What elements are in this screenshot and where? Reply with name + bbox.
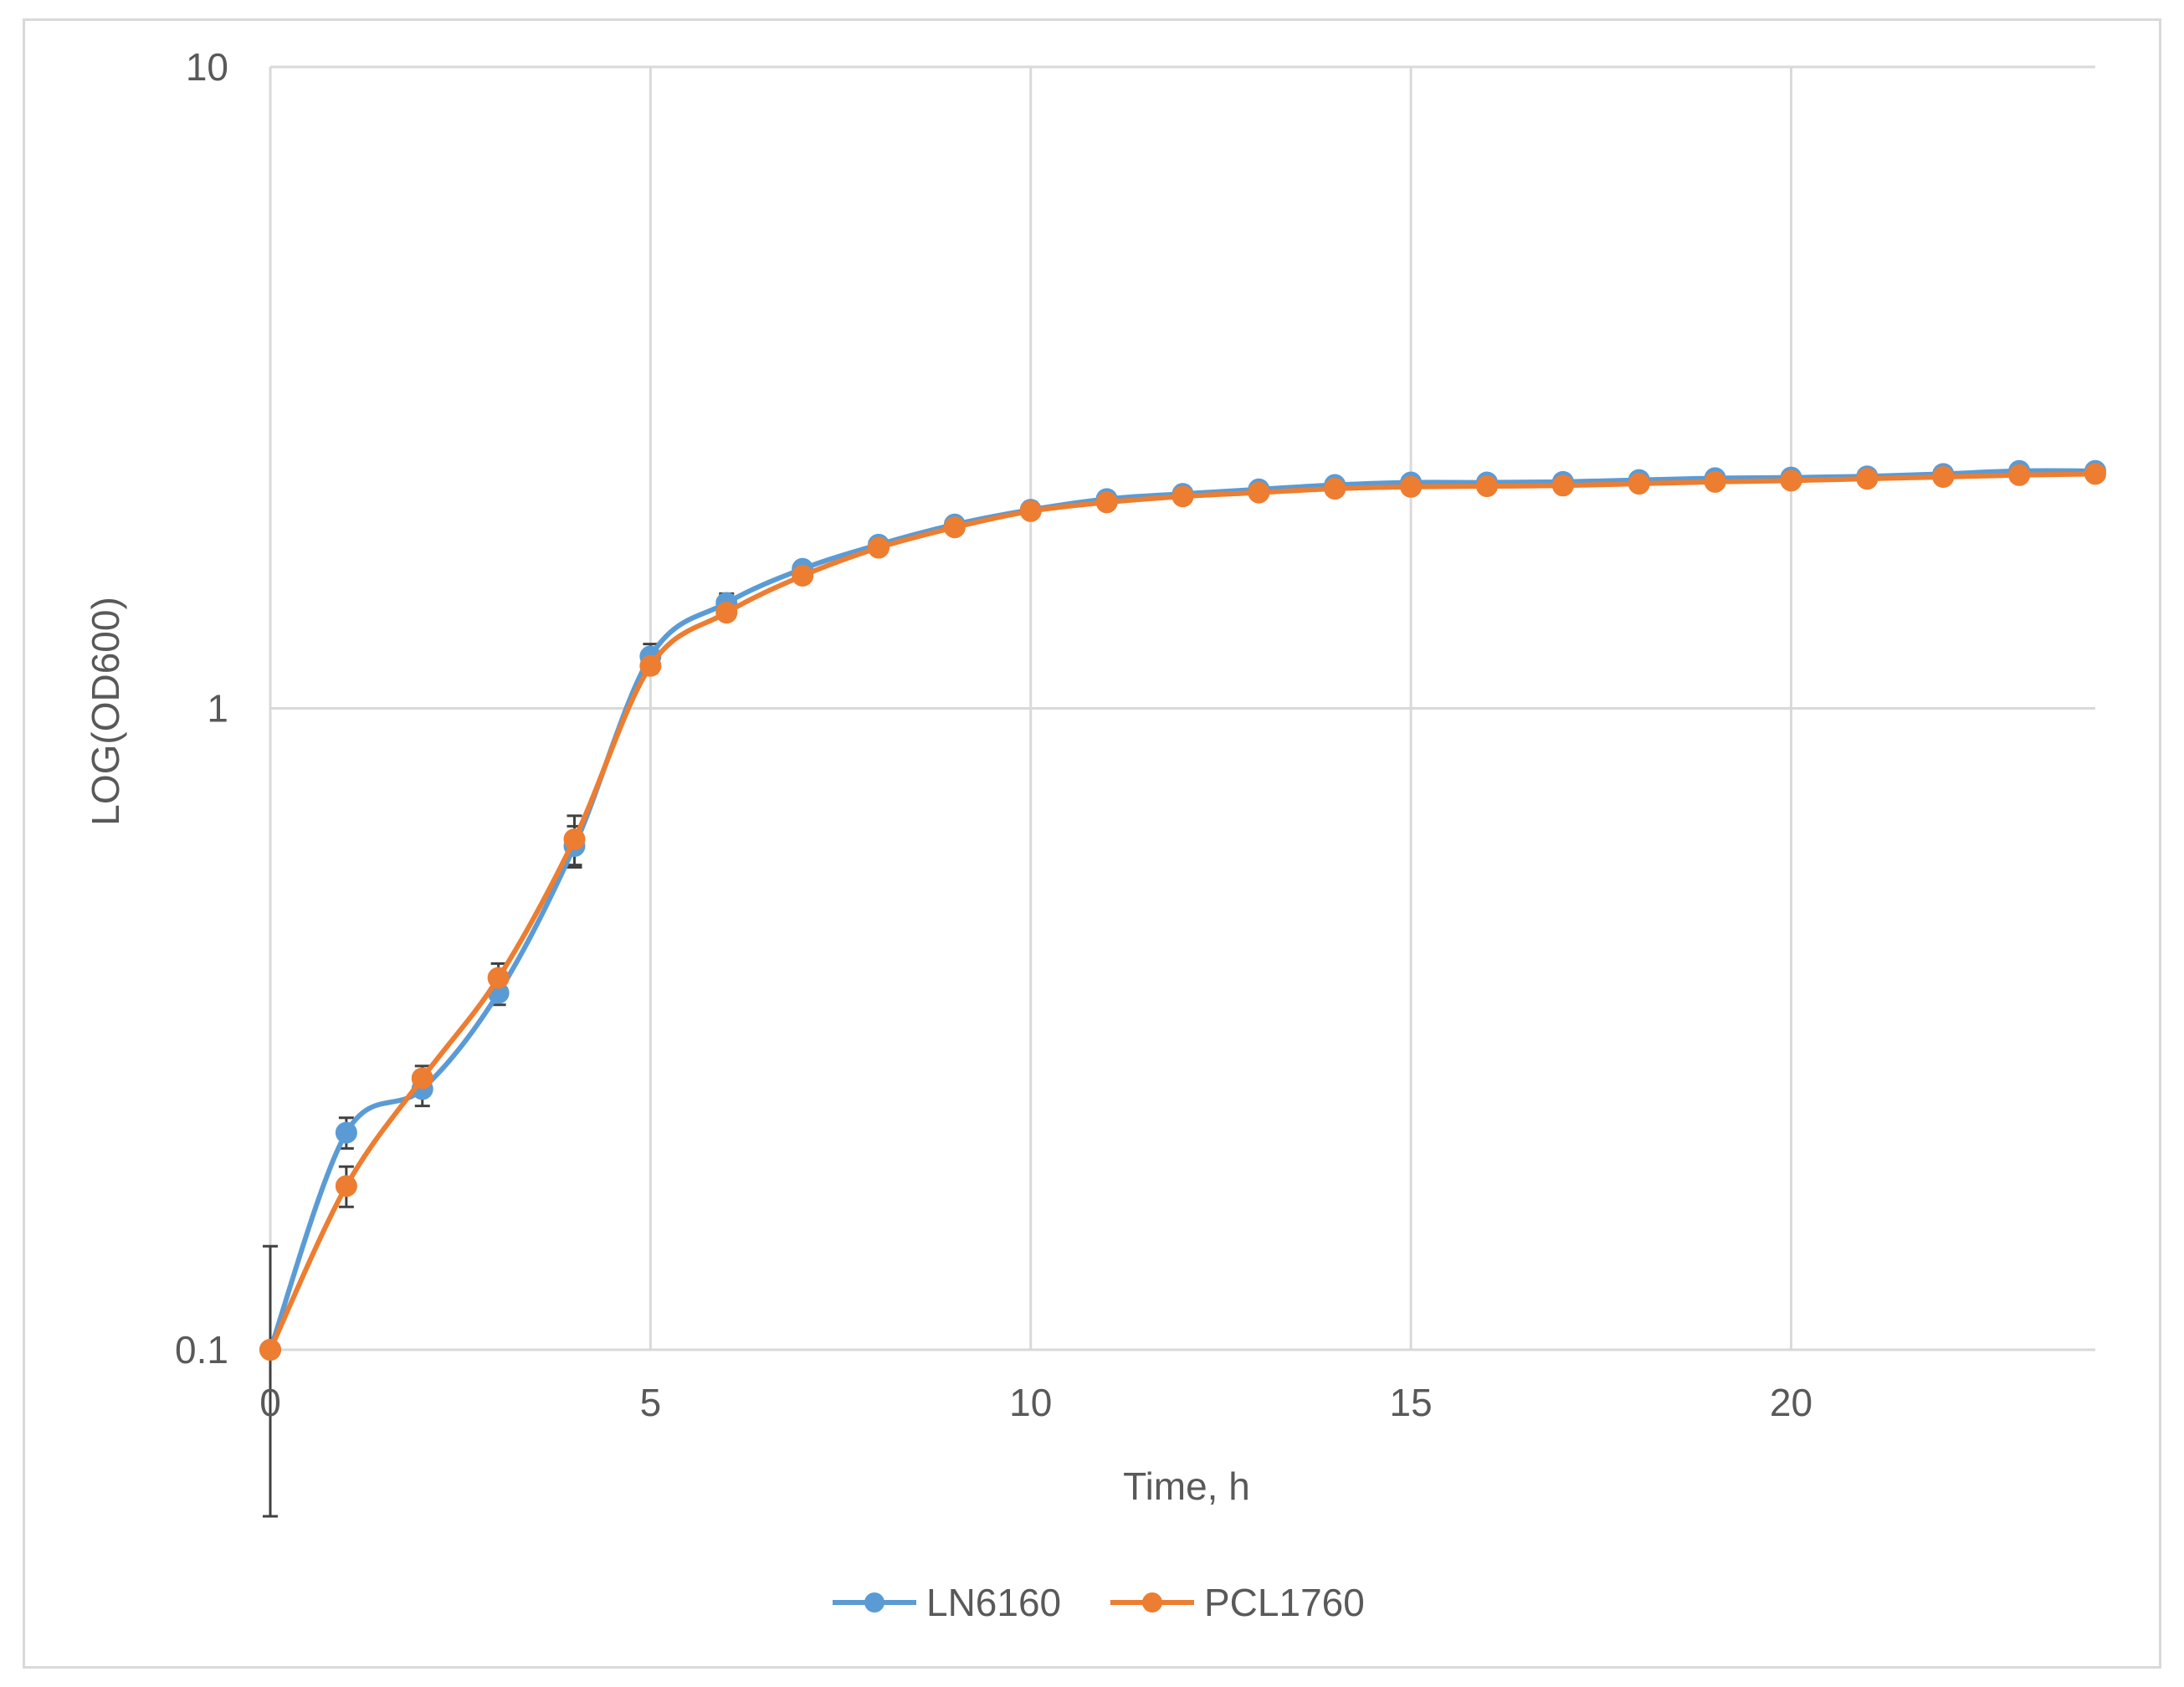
data-point-PCL1760 [1628,473,1650,495]
data-point-PCL1760 [259,1339,281,1361]
error-bars-LN6160 [338,467,2103,1150]
x-tick-label: 5 [640,1381,662,1424]
data-point-PCL1760 [639,654,662,677]
data-point-PCL1760 [1856,468,1879,490]
legend-marker-PCL1760 [1142,1592,1162,1613]
x-tick-label: 0 [259,1381,281,1424]
data-point-PCL1760 [563,828,586,850]
y-axis-title: LOG(OD600) [84,597,127,826]
series-layer [259,459,2106,1518]
data-point-PCL1760 [1704,470,1726,493]
chart-svg: Time, h LOG(OD600) 0.1 1 10 0 5 10 15 20 LN6160… [84,45,2106,1624]
data-point-PCL1760 [868,536,889,559]
x-axis-title: Time, h [1123,1464,1250,1508]
data-point-PCL1760 [792,564,814,587]
data-point-PCL1760 [2008,464,2031,486]
label-layer: Time, h LOG(OD600) 0.1 1 10 0 5 10 15 20 [84,45,1812,1508]
data-point-LN6160 [335,1121,357,1144]
data-point-PCL1760 [1171,485,1194,508]
data-point-PCL1760 [943,516,966,539]
legend-marker-LN6160 [864,1592,884,1613]
legend-label-PCL1760: PCL1760 [1204,1581,1365,1624]
data-point-PCL1760 [335,1175,357,1197]
data-point-PCL1760 [1095,491,1118,514]
y-tick-label: 1 [207,687,228,731]
data-point-PCL1760 [1780,469,1802,492]
data-point-PCL1760 [2084,463,2106,485]
data-point-PCL1760 [1400,475,1423,498]
x-tick-label: 15 [1390,1381,1433,1424]
y-tick-label: 10 [186,45,228,89]
data-point-PCL1760 [1476,475,1498,498]
data-point-PCL1760 [715,602,738,624]
data-point-PCL1760 [411,1067,433,1090]
grid-layer [270,65,2095,1351]
x-tick-label: 20 [1770,1381,1812,1424]
legend-label-LN6160: LN6160 [926,1581,1061,1624]
series-line-LN6160 [268,468,2096,1351]
data-point-PCL1760 [1324,478,1346,500]
data-point-PCL1760 [1248,481,1270,504]
data-point-PCL1760 [1551,474,1574,497]
y-tick-label: 0.1 [175,1328,228,1372]
legend: LN6160 PCL1760 [833,1581,1365,1624]
error-bars-PCL1760 [263,469,2103,1518]
data-point-PCL1760 [1019,500,1042,522]
axis-layer [269,67,2095,1351]
chart-frame: Time, h LOG(OD600) 0.1 1 10 0 5 10 15 20 LN6160… [23,18,2161,1669]
data-point-PCL1760 [1932,465,1955,488]
x-tick-label: 10 [1009,1381,1052,1424]
data-point-PCL1760 [487,967,510,989]
